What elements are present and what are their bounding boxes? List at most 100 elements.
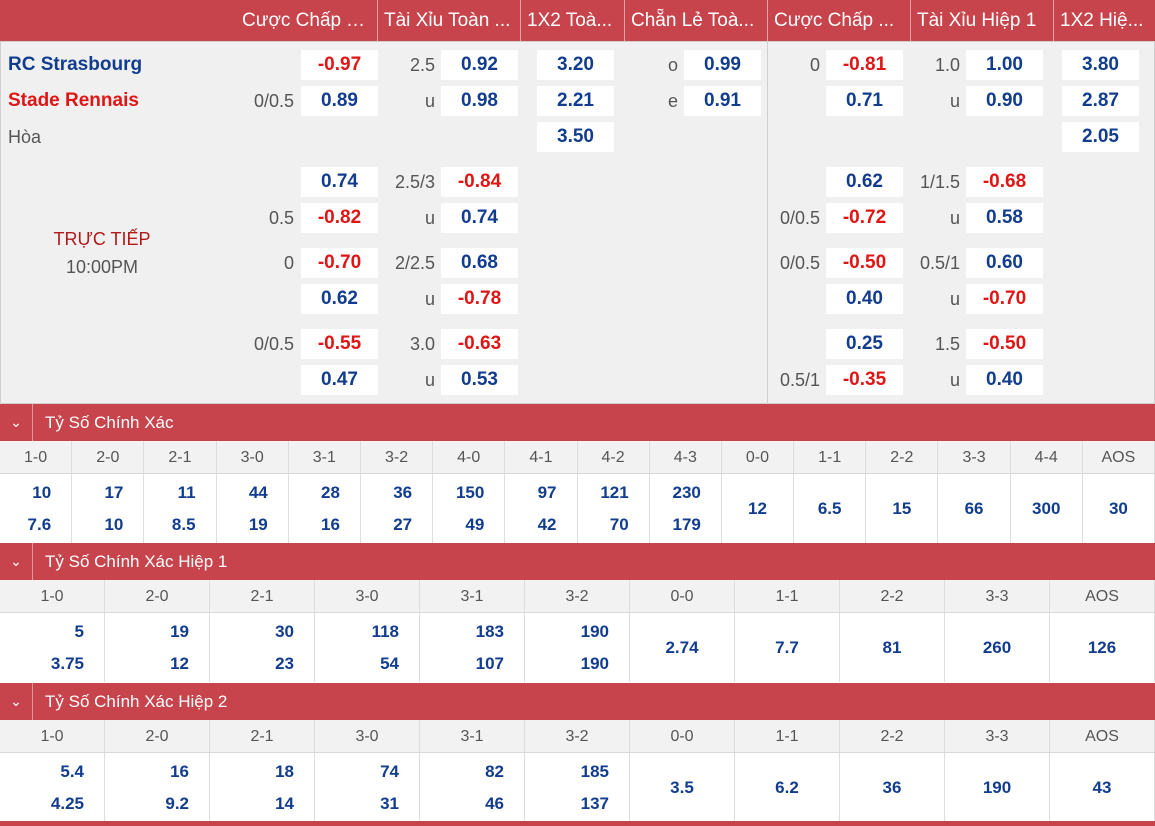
odds-score[interactable]: 15 bbox=[892, 499, 912, 518]
odds-1x2-draw[interactable]: 3.50 bbox=[537, 122, 614, 152]
odds-score[interactable]: 30 bbox=[1108, 499, 1128, 518]
odds-odd[interactable]: 0.99 bbox=[684, 50, 761, 80]
odds-under[interactable]: 0.98 bbox=[441, 86, 518, 116]
odds-home-score[interactable]: 121 bbox=[600, 483, 629, 502]
odds-away-score[interactable]: 8.5 bbox=[171, 515, 196, 534]
odds-fh-over[interactable]: -0.50 bbox=[966, 329, 1043, 359]
odds-handicap-away[interactable]: 0.47 bbox=[301, 365, 378, 395]
odds-away-score[interactable]: 3.75 bbox=[50, 654, 84, 673]
odds-away-score[interactable]: 107 bbox=[475, 654, 504, 673]
odds-fh-under[interactable]: 0.40 bbox=[966, 365, 1043, 395]
odds-home-score[interactable]: 17 bbox=[104, 483, 124, 502]
odds-away-score[interactable]: 23 bbox=[275, 654, 294, 673]
chevron-down-icon[interactable]: ⌄ bbox=[0, 543, 33, 580]
odds-away-score[interactable]: 137 bbox=[580, 794, 609, 813]
odds-home-score[interactable]: 5 bbox=[74, 622, 84, 641]
odds-fh-handicap-home[interactable]: -0.50 bbox=[826, 248, 903, 278]
odds-home-score[interactable]: 118 bbox=[371, 622, 399, 641]
odds-score[interactable]: 3.5 bbox=[670, 778, 694, 797]
odds-home-score[interactable]: 10 bbox=[32, 483, 52, 502]
col-handicap-full[interactable]: Cược Chấp T... bbox=[236, 0, 378, 41]
odds-away-score[interactable]: 54 bbox=[380, 654, 399, 673]
odds-fh-1x2-draw[interactable]: 2.05 bbox=[1062, 122, 1139, 152]
odds-fh-under[interactable]: -0.70 bbox=[966, 284, 1043, 314]
odds-score[interactable]: 43 bbox=[1092, 778, 1112, 797]
odds-handicap-away[interactable]: 0.89 bbox=[301, 86, 378, 116]
odds-fh-handicap-home[interactable]: -0.81 bbox=[826, 50, 903, 80]
odds-home-score[interactable]: 185 bbox=[580, 762, 609, 781]
odds-home-score[interactable]: 82 bbox=[485, 762, 504, 781]
odds-home-score[interactable]: 30 bbox=[275, 622, 294, 641]
odds-under[interactable]: 0.53 bbox=[441, 365, 518, 395]
odds-away-score[interactable]: 9.2 bbox=[165, 794, 189, 813]
odds-away-score[interactable]: 179 bbox=[672, 515, 701, 534]
odds-home-score[interactable]: 74 bbox=[380, 762, 399, 781]
odds-score[interactable]: 36 bbox=[882, 778, 902, 797]
odds-home-score[interactable]: 230 bbox=[672, 483, 701, 502]
odds-away-score[interactable]: 16 bbox=[321, 515, 340, 534]
odds-fh-handicap-away[interactable]: -0.72 bbox=[826, 203, 903, 233]
away-team[interactable]: Stade Rennais bbox=[8, 90, 139, 111]
section-header[interactable]: ⌄ Tỷ Số Chính Xác Hiệp 2 bbox=[0, 683, 1155, 720]
odds-score[interactable]: 126 bbox=[1087, 638, 1117, 657]
odds-home-score[interactable]: 190 bbox=[580, 622, 609, 641]
odds-score[interactable]: 6.2 bbox=[775, 778, 799, 797]
col-1x2-full[interactable]: 1X2 Toà... bbox=[521, 0, 625, 41]
odds-score[interactable]: 190 bbox=[982, 778, 1012, 797]
odds-fh-under[interactable]: 0.90 bbox=[966, 86, 1043, 116]
odds-handicap-home[interactable]: -0.55 bbox=[301, 329, 378, 359]
odds-home-score[interactable]: 150 bbox=[455, 483, 485, 502]
odds-even[interactable]: 0.91 bbox=[684, 86, 761, 116]
odds-fh-handicap-away[interactable]: 0.40 bbox=[826, 284, 903, 314]
odds-score[interactable]: 66 bbox=[964, 499, 984, 518]
odds-fh-over[interactable]: -0.68 bbox=[966, 167, 1043, 197]
section-header[interactable]: ⌄ Tỷ Số Chính Xác Hiệp 1 bbox=[0, 543, 1155, 580]
odds-score[interactable]: 81 bbox=[882, 638, 902, 657]
odds-score[interactable]: 12 bbox=[748, 499, 767, 518]
section-header[interactable]: ⌄ Tỷ Số Chính Xác bbox=[0, 404, 1155, 441]
odds-over[interactable]: 0.92 bbox=[441, 50, 518, 80]
col-over-under-first-half[interactable]: Tài Xỉu Hiệp 1 bbox=[911, 0, 1054, 41]
odds-score[interactable]: 6.5 bbox=[817, 499, 842, 518]
odds-away-score[interactable]: 49 bbox=[465, 515, 485, 534]
odds-home-score[interactable]: 44 bbox=[248, 483, 268, 502]
odds-home-score[interactable]: 16 bbox=[170, 762, 189, 781]
odds-fh-1x2-home[interactable]: 3.80 bbox=[1062, 50, 1139, 80]
odds-score[interactable]: 7.7 bbox=[775, 638, 799, 657]
home-team[interactable]: RC Strasbourg bbox=[8, 54, 143, 75]
odds-home-score[interactable]: 97 bbox=[537, 483, 557, 502]
col-over-under-full[interactable]: Tài Xỉu Toàn ... bbox=[378, 0, 521, 41]
odds-away-score[interactable]: 10 bbox=[104, 515, 124, 534]
col-odd-even-full[interactable]: Chẵn Lẻ Toà... bbox=[625, 0, 768, 41]
col-handicap-first-half[interactable]: Cược Chấp ... bbox=[768, 0, 911, 41]
chevron-down-icon[interactable]: ⌄ bbox=[0, 404, 33, 441]
odds-away-score[interactable]: 31 bbox=[380, 794, 399, 813]
odds-over[interactable]: 0.68 bbox=[441, 248, 518, 278]
odds-fh-1x2-away[interactable]: 2.87 bbox=[1062, 86, 1139, 116]
chevron-down-icon[interactable]: ⌄ bbox=[0, 683, 33, 720]
odds-away-score[interactable]: 14 bbox=[275, 794, 294, 813]
odds-fh-handicap-away[interactable]: -0.35 bbox=[826, 365, 903, 395]
odds-fh-handicap-away[interactable]: 0.71 bbox=[826, 86, 903, 116]
odds-1x2-away[interactable]: 2.21 bbox=[537, 86, 614, 116]
odds-away-score[interactable]: 42 bbox=[537, 515, 557, 534]
odds-score[interactable]: 260 bbox=[982, 638, 1012, 657]
odds-away-score[interactable]: 70 bbox=[609, 515, 629, 534]
odds-home-score[interactable]: 28 bbox=[321, 483, 340, 502]
odds-away-score[interactable]: 7.6 bbox=[27, 515, 52, 534]
odds-under[interactable]: -0.78 bbox=[441, 284, 518, 314]
odds-away-score[interactable]: 19 bbox=[248, 515, 268, 534]
odds-fh-handicap-home[interactable]: 0.25 bbox=[826, 329, 903, 359]
odds-handicap-home[interactable]: -0.70 bbox=[301, 248, 378, 278]
odds-home-score[interactable]: 183 bbox=[475, 622, 504, 641]
odds-away-score[interactable]: 46 bbox=[485, 794, 504, 813]
odds-handicap-away[interactable]: -0.82 bbox=[301, 203, 378, 233]
odds-home-score[interactable]: 36 bbox=[393, 483, 413, 502]
odds-handicap-home[interactable]: -0.97 bbox=[301, 50, 378, 80]
odds-home-score[interactable]: 5.4 bbox=[60, 762, 84, 781]
odds-score[interactable]: 2.74 bbox=[665, 638, 699, 657]
odds-away-score[interactable]: 12 bbox=[170, 654, 189, 673]
odds-score[interactable]: 300 bbox=[1032, 499, 1061, 518]
odds-away-score[interactable]: 4.25 bbox=[50, 794, 84, 813]
odds-1x2-home[interactable]: 3.20 bbox=[537, 50, 614, 80]
